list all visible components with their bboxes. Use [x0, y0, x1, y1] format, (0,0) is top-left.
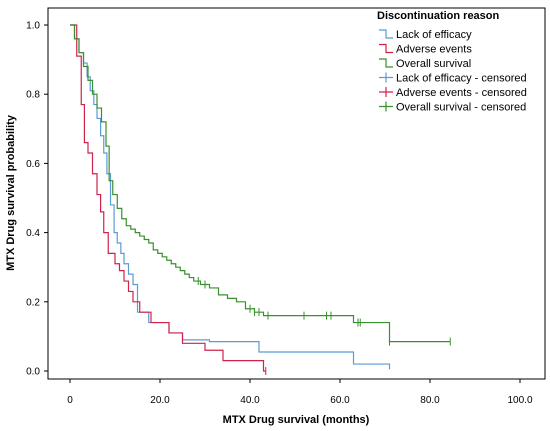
y-axis-title: MTX Drug survival probability — [5, 114, 17, 271]
x-tick-label: 20.0 — [150, 395, 170, 406]
legend-entry-label: Lack of efficacy — [396, 29, 472, 41]
legend-entry-label: Overall survival — [396, 58, 471, 70]
y-tick-label: 0.8 — [26, 90, 40, 101]
y-tick-label: 0.4 — [26, 228, 40, 239]
series-line-overall-survival — [70, 24, 451, 343]
legend: Discontinuation reason Lack of efficacy A… — [377, 10, 527, 114]
x-tick-label: 100.0 — [507, 395, 532, 406]
legend-entry-label: Overall survival - censored — [396, 102, 526, 114]
y-tick-label: 0.6 — [26, 159, 40, 170]
x-tick-label: 0 — [67, 395, 73, 406]
legend-step-swatch — [379, 43, 393, 54]
legend-step-swatch — [379, 29, 393, 39]
series-layer — [70, 24, 451, 375]
x-tick-label: 60.0 — [330, 395, 350, 406]
y-tick-label: 0.0 — [26, 367, 40, 378]
x-tick-label: 40.0 — [240, 395, 260, 406]
legend-step-swatch — [379, 58, 393, 68]
y-axis: 0.0 0.2 0.4 0.6 0.8 1.0 — [26, 21, 48, 378]
legend-censor-swatch — [379, 72, 393, 83]
legend-censor-swatch — [379, 101, 393, 112]
legend-entry-label: Adverse events - censored — [396, 87, 527, 99]
x-axis-title: MTX Drug survival (months) — [223, 414, 370, 426]
series-line-adverse-events — [70, 24, 266, 372]
legend-title: Discontinuation reason — [377, 10, 500, 22]
legend-entry-label: Lack of efficacy - censored — [396, 73, 527, 85]
y-tick-label: 1.0 — [26, 21, 40, 32]
legend-censor-swatch — [379, 87, 393, 97]
legend-entry-label: Adverse events — [396, 44, 472, 56]
x-axis: 0 20.0 40.0 60.0 80.0 100.0 — [67, 379, 533, 406]
x-tick-label: 80.0 — [420, 395, 440, 406]
plot-frame — [47, 7, 546, 380]
y-tick-label: 0.2 — [26, 297, 40, 308]
